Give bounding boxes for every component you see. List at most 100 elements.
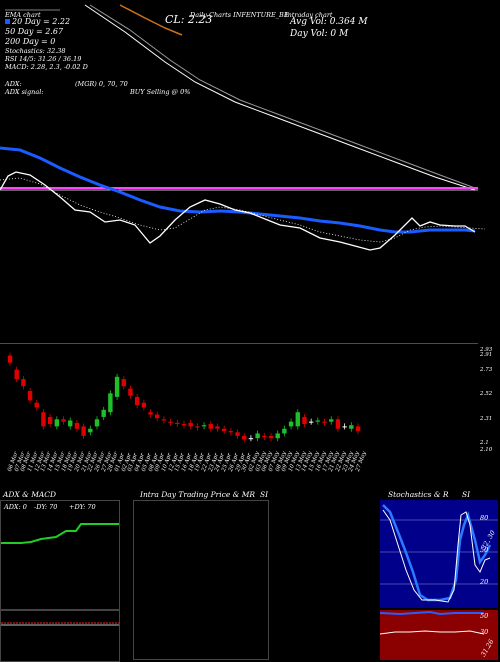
stochastics-box: 80 50 20 32, 30 (380, 500, 498, 608)
candle-body (108, 393, 113, 413)
candle-body (94, 419, 100, 427)
candle-body (195, 426, 200, 428)
candle-body (54, 419, 60, 427)
price-white-line (0, 171, 476, 251)
candle-body (34, 402, 39, 408)
adx-signal-text: ADX signal: (5, 88, 44, 96)
intraday-box (133, 500, 269, 660)
price-tick-label: 2.91 (480, 352, 493, 358)
stochastics-chart (380, 504, 498, 603)
candle-body (262, 435, 267, 438)
candle-body (47, 416, 53, 425)
candle-body (88, 428, 93, 433)
ema50-legend: 50 Day = 2.67 (5, 27, 64, 36)
stoch-tick-20: 20 (480, 578, 489, 586)
adx-value: ADX: 0 (4, 503, 27, 511)
candle-body (248, 438, 254, 440)
si-mid-label: SI (260, 490, 269, 499)
candle-body (41, 412, 46, 427)
candle-body (74, 422, 80, 429)
candle-body (175, 422, 180, 425)
stoch-white-line (382, 509, 491, 603)
candle-body (21, 379, 26, 387)
price-tick-label: 2.10 (480, 447, 493, 453)
panel-divider (0, 343, 478, 344)
rsi-tick-50: 50 (480, 612, 489, 620)
price-tick-label: 2.1 (480, 440, 489, 446)
header-mid: Daily Charts INFENTURE_BE (190, 11, 289, 19)
candle-body (329, 419, 334, 422)
adx-mgr-text: (MGR) 0, 70, 70 (75, 80, 128, 88)
adx-green-line (1, 523, 119, 544)
price-tick-label: 2.31 (480, 416, 493, 422)
candle-body (255, 433, 260, 439)
candle-panel (7, 352, 361, 443)
price-tick-label: 2.52 (480, 391, 493, 397)
ema20-legend: 20 Day = 2.22 (5, 17, 70, 27)
candle-body (268, 435, 274, 439)
candle-body (288, 421, 294, 427)
adx-box: ADX: 0 -DY: 70 +DY: 70 (0, 500, 120, 610)
candle-body (315, 420, 321, 422)
plus-di-value: +DY: 70 (69, 503, 96, 511)
ema-long-line-2 (84, 4, 476, 191)
candle-body (121, 379, 126, 387)
rsi-tick-30: 30 (480, 628, 489, 636)
ema200-legend: 200 Day = 0 (5, 37, 56, 46)
candle-body (14, 369, 19, 380)
price-tick-label: 2.93 (480, 347, 493, 353)
header-left: EMA chart (5, 11, 41, 19)
candle-body (221, 428, 227, 432)
candle-body (295, 412, 300, 427)
avg-vol-legend: Avg Vol: 0.364 M (290, 17, 368, 27)
candle-body (201, 425, 207, 427)
stoch-tick-50: 50 (480, 546, 489, 554)
adx-text: ADX: (5, 80, 22, 88)
candle-body (215, 426, 220, 429)
candle-body (7, 355, 13, 363)
si-right-label: SI (462, 490, 471, 499)
macd-box (0, 610, 120, 662)
candle-body (68, 420, 73, 427)
candle-body (168, 421, 173, 423)
adx-chart (1, 523, 119, 544)
candle-body (282, 428, 287, 434)
candle-body (208, 424, 213, 429)
rsi-box: 50 30 31.26 (380, 610, 498, 660)
ema-orange-line (119, 4, 183, 36)
stochastics-text: Stochastics: 32.38 (5, 47, 66, 55)
header-right: Intraday chart (285, 11, 333, 19)
chart-title-text: EMA chart (5, 11, 41, 19)
candle-body (81, 426, 86, 436)
candle-body (355, 426, 361, 432)
buy-selling-text: BUY Selling @ 0% (130, 88, 191, 96)
candle-body (148, 412, 153, 415)
candle-body (188, 422, 193, 427)
ema-panel (0, 4, 486, 251)
candle-body (235, 432, 240, 436)
candle-body (155, 414, 160, 419)
adx-panel-title: ADX & MACD (3, 490, 57, 499)
stoch-panel-title: Stochastics & R (388, 490, 449, 499)
candle-body (101, 409, 106, 417)
candle-body (141, 402, 147, 408)
stoch-tick-80: 80 (480, 514, 489, 522)
price-tick-label: 2.73 (480, 367, 493, 373)
macd-text: MACD: 2.28, 2.3, -0.02 D (5, 63, 88, 71)
candle-body (322, 421, 327, 423)
candle-body (134, 396, 140, 406)
candle-body (302, 416, 307, 425)
rsi-white-line (380, 630, 485, 635)
candle-body (349, 425, 354, 429)
candle-body (242, 435, 247, 440)
price-dotted-line (0, 177, 486, 243)
minus-di-value: -DY: 70 (34, 503, 58, 511)
candle-body (161, 419, 167, 421)
close-legend: CL: 2.23 (165, 13, 213, 26)
candle-body (335, 419, 341, 429)
candle-body (27, 390, 33, 401)
candle-body (275, 433, 280, 439)
rsi-chart (380, 610, 485, 635)
candle-body (342, 426, 347, 428)
rsi-text: RSI 14/5: 31.26 / 36.19 (5, 55, 82, 63)
